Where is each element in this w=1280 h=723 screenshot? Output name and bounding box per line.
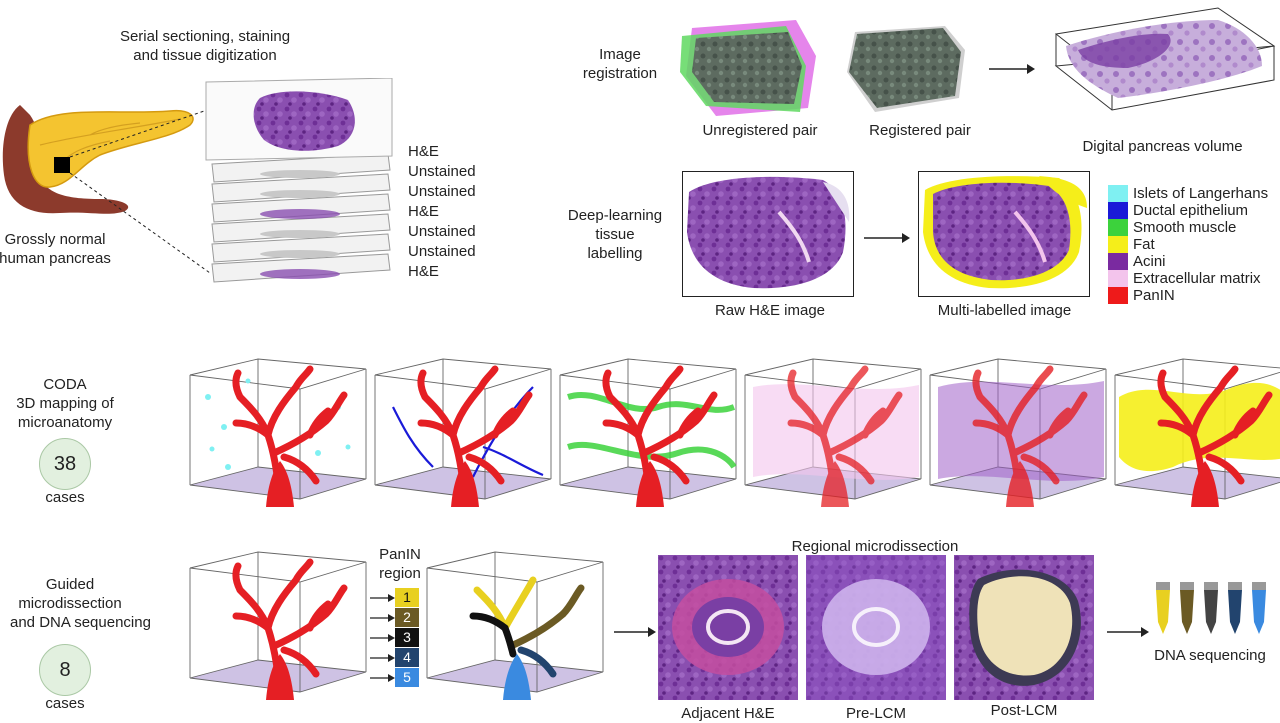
- stack-layer-7: [211, 253, 391, 283]
- legend-swatch: [1108, 185, 1128, 202]
- guided-count-unit: cases: [45, 695, 85, 712]
- pre-lcm-label: Pre-LCM: [845, 705, 906, 722]
- coda-map-ductal: [374, 358, 552, 507]
- legend-swatch: [1108, 236, 1128, 253]
- legend-swatch: [1108, 219, 1128, 236]
- multilabel-label: Multi-labelled image: [937, 302, 1072, 319]
- stack-layer-3: [211, 173, 391, 203]
- adjacent-label: Adjacent H&E: [681, 705, 775, 722]
- sectioning-title: Serial sectioning, staining and tissue d…: [119, 28, 291, 64]
- stack-layer-4: [211, 193, 391, 223]
- coda-map-islets: [189, 358, 367, 507]
- tube-1: [1156, 582, 1170, 634]
- tube-2: [1180, 582, 1194, 634]
- legend-swatch: [1108, 202, 1128, 219]
- legend-item-islets: Islets of Langerhans: [1108, 185, 1268, 203]
- unregistered-label: Unregistered pair: [702, 122, 818, 139]
- coda-label: CODA 3D mapping of microanatomy: [16, 376, 114, 431]
- arrow-to-microdissection: [614, 627, 656, 637]
- guided-count-badge: 8: [39, 644, 91, 696]
- region-2-box: 2: [395, 608, 419, 627]
- section-stack: [205, 78, 393, 283]
- guided-label: Guided microdissection and DNA sequencin…: [10, 576, 151, 631]
- tube-4: [1228, 582, 1242, 634]
- registration-label: Image registration: [582, 46, 658, 82]
- adjacent-he-image: [658, 555, 798, 700]
- arrow-to-volume: [989, 64, 1035, 74]
- digital-volume-image: [1054, 7, 1276, 111]
- coda-map-ecm: [744, 358, 922, 507]
- stack-label-4: H&E: [408, 203, 439, 220]
- registered-pair-image: [847, 26, 965, 112]
- post-lcm-label: Post-LCM: [990, 702, 1058, 719]
- legend-item-ecm: Extracellular matrix: [1108, 270, 1261, 288]
- region-arrows: [370, 594, 395, 682]
- tube-3: [1204, 582, 1218, 634]
- coda-map-acini: [929, 358, 1107, 507]
- dna-sequencing-label: DNA sequencing: [1154, 647, 1266, 664]
- unregistered-pair-image: [680, 20, 816, 116]
- coda-count-badge: 38: [39, 438, 91, 490]
- legend-swatch: [1108, 287, 1128, 304]
- coda-map-fat: [1114, 358, 1280, 507]
- stack-label-1: H&E: [408, 143, 439, 160]
- deep-learning-label: Deep-learning tissue labelling: [567, 207, 663, 262]
- arrow-to-multilabel: [864, 233, 910, 243]
- he-tissue-section: [253, 91, 355, 151]
- panin-region-label: PanIN region: [379, 546, 421, 582]
- panin-3d-map: [189, 551, 367, 705]
- sample-block: [54, 157, 70, 173]
- pancreas-illustration: [2, 105, 210, 274]
- registered-label: Registered pair: [869, 122, 971, 139]
- region-1-box: 1: [395, 588, 419, 607]
- legend-item-ductal: Ductal epithelium: [1108, 202, 1248, 220]
- coda-map-smooth-muscle: [559, 358, 737, 507]
- legend-item-fat: Fat: [1108, 236, 1155, 254]
- stack-label-3: Unstained: [408, 183, 476, 200]
- stack-label-7: H&E: [408, 263, 439, 280]
- raw-he-label: Raw H&E image: [714, 302, 826, 319]
- legend-item-panin: PanIN: [1108, 287, 1175, 305]
- stack-label-2: Unstained: [408, 163, 476, 180]
- raw-he-frame: [682, 171, 854, 297]
- stack-layer-6: [211, 233, 391, 263]
- coda-count-unit: cases: [45, 489, 85, 506]
- raw-he-image: [687, 176, 850, 289]
- multilabel-frame: [918, 171, 1090, 297]
- coda-3d-maps: [189, 358, 1280, 515]
- sequencing-tubes: [1156, 582, 1266, 634]
- stack-label-6: Unstained: [408, 243, 476, 260]
- pre-lcm-image: [806, 555, 946, 700]
- region-4-box: 4: [395, 648, 419, 667]
- legend-item-acini: Acini: [1108, 253, 1166, 271]
- arrow-to-sequencing: [1107, 627, 1149, 637]
- multilabel-image: [923, 176, 1087, 289]
- region-3-box: 3: [395, 628, 419, 647]
- pancreas-shape: [27, 109, 194, 188]
- legend-swatch: [1108, 253, 1128, 270]
- volume-label: Digital pancreas volume: [1082, 138, 1243, 155]
- pancreas-label: Grossly normal human pancreas: [0, 231, 111, 267]
- post-lcm-image: [954, 555, 1094, 700]
- region-3d-map: [426, 551, 604, 700]
- tube-5: [1252, 582, 1266, 634]
- legend-swatch: [1108, 270, 1128, 287]
- stack-label-5: Unstained: [408, 223, 476, 240]
- regional-title: Regional microdissection: [791, 538, 959, 555]
- region-5-box: 5: [395, 668, 419, 687]
- legend-item-smooth-muscle: Smooth muscle: [1108, 219, 1236, 237]
